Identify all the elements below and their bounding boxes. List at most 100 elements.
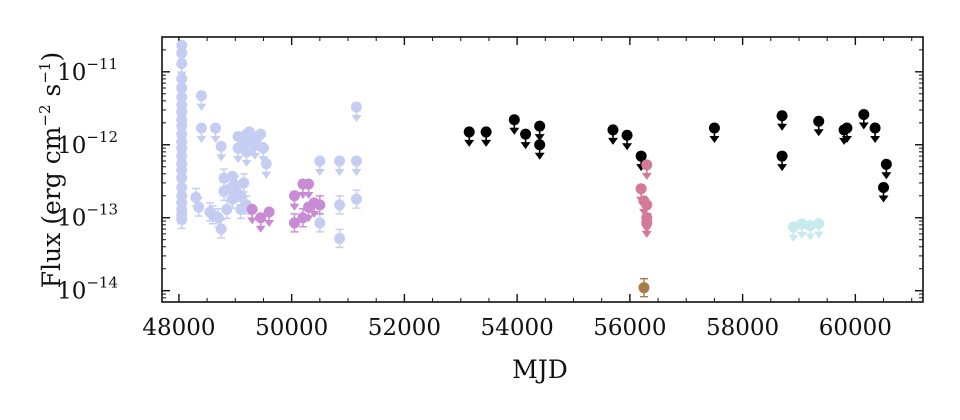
upper-limit-arrow <box>641 230 652 238</box>
upper-limit-arrow <box>805 233 816 241</box>
data-point <box>212 212 224 224</box>
upper-limit-arrow <box>534 134 545 142</box>
upper-limit-point <box>308 197 320 218</box>
upper-limit-arrow <box>261 171 272 179</box>
y-axis: 10−11 10−12 10−13 10−14 <box>57 36 923 305</box>
upper-limit-point <box>878 181 890 203</box>
upper-limit-arrow <box>334 168 345 176</box>
upper-limit-point <box>796 218 808 240</box>
upper-limit-point <box>641 217 653 238</box>
x-tick-label: 54000 <box>481 315 554 341</box>
upper-limit-point <box>880 158 892 180</box>
upper-limit-point <box>776 110 788 131</box>
data-point <box>210 122 222 134</box>
upper-limit-arrow <box>196 103 207 111</box>
upper-limit-arrow <box>309 210 320 218</box>
y-axis-label-mid: s <box>37 84 66 105</box>
upper-limit-arrow <box>870 135 881 143</box>
upper-limit-point <box>534 120 546 142</box>
upper-limit-arrow <box>777 164 788 172</box>
detection-point <box>297 208 309 228</box>
upper-limit-point <box>776 150 788 172</box>
x-tick-label: 56000 <box>593 315 666 341</box>
detection-point <box>176 209 188 230</box>
upper-limit-point <box>241 146 253 167</box>
y-axis-label-exp2: −1 <box>36 62 54 84</box>
upper-limit-point <box>520 128 532 150</box>
upper-limit-point <box>641 159 653 180</box>
detection-point <box>229 175 241 195</box>
x-tick-label: 52000 <box>368 315 441 341</box>
data-point <box>297 212 309 224</box>
upper-limit-arrow <box>813 231 824 239</box>
x-tick-label: 50000 <box>255 315 328 341</box>
upper-limit-arrow <box>255 225 266 233</box>
upper-limit-arrow <box>314 168 325 176</box>
y-axis-label: Flux (erg cm−2 s−1) <box>36 52 66 288</box>
upper-limit-arrow <box>520 142 531 150</box>
detection-point <box>314 195 326 215</box>
detection-point <box>215 219 227 239</box>
upper-limit-point <box>607 124 619 145</box>
upper-limit-arrow <box>247 217 258 225</box>
plot-frame <box>161 36 924 303</box>
upper-limit-point <box>463 126 475 147</box>
upper-limit-point <box>804 220 816 241</box>
upper-limit-point <box>255 212 267 233</box>
detection-point <box>638 277 650 298</box>
data-point <box>638 282 650 294</box>
upper-limit-arrow <box>481 139 492 147</box>
upper-limit-arrow <box>534 152 545 160</box>
y-axis-label-end: ) <box>37 52 66 62</box>
upper-limit-point <box>288 190 300 211</box>
upper-limit-arrow <box>777 123 788 131</box>
upper-limit-arrow <box>881 172 892 180</box>
data-point <box>708 122 720 134</box>
plot-area <box>161 36 924 303</box>
upper-limit-point <box>869 122 881 143</box>
y-tick-label: 10−12 <box>57 128 118 159</box>
upper-limit-point <box>232 142 244 164</box>
upper-limit-arrow <box>351 114 362 122</box>
x-axis: 48000 50000 52000 54000 56000 58000 60000 <box>142 37 913 341</box>
upper-limit-arrow <box>878 195 889 203</box>
y-tick-label: 10−11 <box>57 55 118 86</box>
y-tick-label: 10−13 <box>57 201 118 232</box>
upper-limit-arrow <box>264 219 275 227</box>
upper-limit-arrow <box>233 156 244 164</box>
data-point <box>314 217 326 229</box>
upper-limit-point <box>195 122 207 143</box>
upper-limit-point <box>260 158 272 179</box>
detection-point <box>193 197 205 217</box>
detection-point <box>314 213 326 233</box>
upper-limit-point <box>210 122 222 143</box>
upper-limit-point <box>813 115 825 137</box>
data-point <box>869 122 881 134</box>
upper-limit-arrow <box>709 135 720 143</box>
upper-limit-arrow <box>796 232 807 240</box>
upper-limit-arrow <box>289 203 300 211</box>
detection-point <box>350 189 362 209</box>
upper-limit-point <box>350 101 362 122</box>
data-point <box>221 203 233 215</box>
upper-limit-arrow <box>303 215 314 223</box>
upper-limit-point <box>303 178 315 199</box>
upper-limit-arrow <box>351 168 362 176</box>
detection-point <box>334 228 346 249</box>
upper-limit-arrow <box>216 154 227 162</box>
upper-limit-point <box>858 108 870 130</box>
upper-limit-point <box>508 114 520 135</box>
data-point <box>334 199 346 211</box>
y-axis-label-exp1: −2 <box>36 104 54 126</box>
data-point <box>215 223 227 235</box>
upper-limit-arrow <box>788 234 799 242</box>
upper-limit-point <box>246 203 258 225</box>
x-tick-label: 48000 <box>142 315 215 341</box>
data-point <box>288 217 300 229</box>
upper-limit-point <box>195 90 207 111</box>
upper-limit-point <box>263 206 275 227</box>
upper-limit-point <box>314 155 326 176</box>
upper-limit-arrow <box>509 127 520 135</box>
data-point <box>176 213 188 225</box>
x-tick-label: 58000 <box>706 315 779 341</box>
